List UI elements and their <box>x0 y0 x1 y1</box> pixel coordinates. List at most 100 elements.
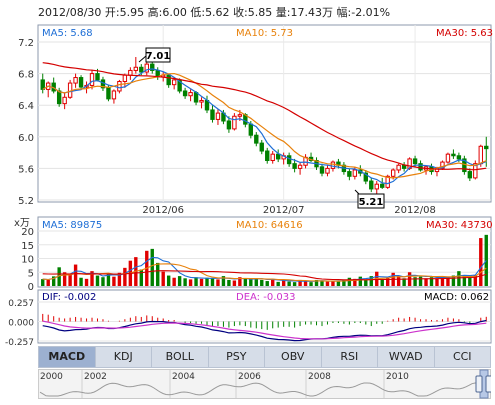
timeline-handle-right[interactable] <box>485 375 491 393</box>
tab-wvad[interactable]: WVAD <box>378 347 435 367</box>
tab-cci[interactable]: CCI <box>452 350 472 363</box>
candle <box>78 75 84 90</box>
volume-bar <box>156 262 160 286</box>
candle <box>445 152 451 164</box>
candle <box>265 147 270 164</box>
high-callout-value: 7.01 <box>146 51 171 62</box>
candle <box>232 113 237 131</box>
volume-bar <box>353 278 357 286</box>
volume-bar <box>446 277 450 286</box>
volume-bar <box>402 278 406 286</box>
candle-body <box>166 74 171 86</box>
candle-body <box>78 77 84 88</box>
tab-obv[interactable]: OBV <box>265 347 322 367</box>
candle-body <box>319 166 325 174</box>
volume-bar <box>254 278 258 286</box>
volume-bar <box>309 282 313 286</box>
candle <box>210 105 215 123</box>
volume-bar <box>265 281 269 286</box>
tab-rsi[interactable]: RSI <box>322 347 378 367</box>
candle-body <box>456 155 462 160</box>
candle <box>451 149 456 159</box>
volume-bar <box>51 276 56 286</box>
high-callout-box <box>145 47 171 63</box>
volume-bar <box>331 281 335 286</box>
volume-bar <box>243 278 248 286</box>
price-x-tick-label: 2012/08 <box>394 205 436 216</box>
candle-body <box>374 183 379 190</box>
timeline-year-label: 2010 <box>386 372 409 382</box>
timeline-svg[interactable]: 2000 2002 2004 2006 2008 2010 <box>38 369 491 399</box>
volume-bar <box>183 278 187 286</box>
price-panel-frame <box>37 24 492 203</box>
candle-body <box>254 134 259 144</box>
chart-svg[interactable]: 5.2 5.6 6.0 6.4 6.8 7.2 2012/06 2012/07 2012/08… <box>0 0 495 345</box>
price-tick-label: 5.2 <box>18 196 34 207</box>
timeline-navigator[interactable]: 2000 2002 2004 2006 2008 2010 <box>38 369 491 399</box>
tab-kdj[interactable]: KDJ <box>96 347 152 367</box>
tab-macd[interactable]: MACD <box>39 347 96 367</box>
candle <box>89 69 95 90</box>
legend-dea: DEA: -0.033 <box>236 292 295 303</box>
high-callout: 7.01 <box>138 47 171 63</box>
volume-bar <box>84 278 89 286</box>
volume-tick-label: 15 <box>21 241 34 252</box>
change-label: 幅: <box>336 6 352 19</box>
candle-body <box>275 153 281 160</box>
timeline-year-label: 2000 <box>40 372 63 382</box>
volume-bar <box>73 264 78 286</box>
timeline-year-labels: 2000 2002 2004 2006 2008 2010 <box>38 370 409 398</box>
volume-ma30-line <box>42 270 487 281</box>
volume-bar <box>117 272 122 286</box>
legend-vma5: MA5: 89875 <box>42 220 102 231</box>
volume-bar <box>41 279 45 286</box>
ohlc-info-bar: 2012/08/30 开:5.95 高:6.00 低:5.62 收:5.85 量… <box>38 4 390 20</box>
candle <box>215 109 221 125</box>
candle <box>297 162 303 175</box>
candle-body <box>369 180 374 190</box>
candle-body <box>73 77 78 84</box>
close-label: 收: <box>233 6 248 19</box>
volume-bar <box>112 276 116 286</box>
volume-bar <box>260 279 264 286</box>
candle-body <box>62 96 67 105</box>
candle <box>292 158 297 173</box>
volume-tick-label: 0 <box>28 282 34 293</box>
candle <box>270 151 275 164</box>
candle-body <box>286 155 292 165</box>
timeline-year-label: 2004 <box>172 372 195 382</box>
volume-bar <box>46 279 50 286</box>
macd-panel-frame <box>37 289 492 344</box>
tab-psy[interactable]: PSY <box>209 347 265 367</box>
tab-boll[interactable]: BOLL <box>152 347 209 367</box>
candle-body <box>352 169 358 177</box>
candle <box>254 132 259 147</box>
volume-bar <box>210 278 215 286</box>
candle-body <box>347 171 352 177</box>
date-value: 2012/08/30 <box>38 6 102 19</box>
volume-bar <box>221 276 226 286</box>
volume-bar <box>314 279 319 286</box>
volume-bar <box>292 282 297 286</box>
volume-bar <box>194 277 198 286</box>
volume-bar <box>216 279 220 286</box>
volume-bar <box>161 271 165 286</box>
low-label: 低: <box>190 6 206 19</box>
candle <box>347 168 352 181</box>
candle-body <box>193 92 199 103</box>
volume-bar <box>79 277 83 286</box>
high-callout-line <box>138 55 147 63</box>
open-value: 5.95 <box>119 6 145 19</box>
volume-tick-label: 20 <box>21 227 34 238</box>
candle-body <box>215 112 221 120</box>
candle-body <box>478 145 483 165</box>
candle-body <box>237 114 243 117</box>
price-x-axis: 2012/06 2012/07 2012/08 <box>142 205 435 216</box>
candle-body <box>226 120 232 130</box>
candle <box>166 73 171 88</box>
volume-bar <box>276 281 280 286</box>
candle <box>171 77 177 90</box>
volume-bar <box>271 278 275 286</box>
timeline-handle-left[interactable] <box>475 375 483 393</box>
volume-bar <box>347 277 352 286</box>
